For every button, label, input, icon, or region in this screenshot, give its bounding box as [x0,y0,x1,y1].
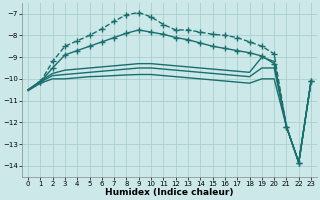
X-axis label: Humidex (Indice chaleur): Humidex (Indice chaleur) [105,188,234,197]
